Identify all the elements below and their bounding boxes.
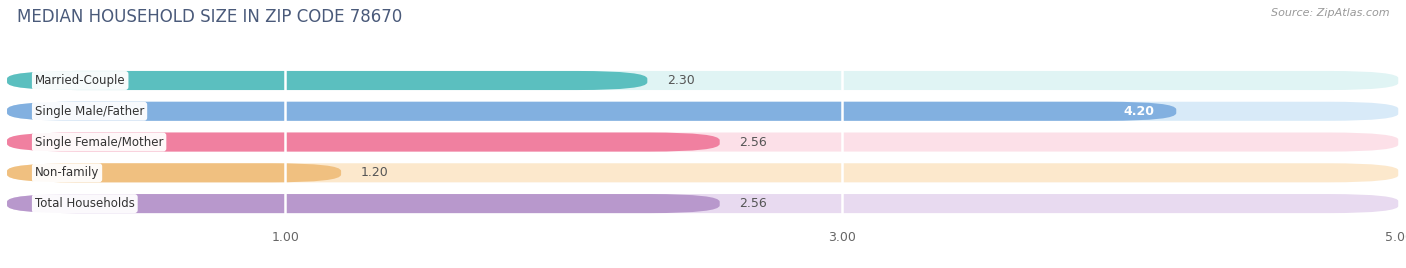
FancyBboxPatch shape <box>7 132 1399 152</box>
Text: 2.56: 2.56 <box>740 136 766 148</box>
FancyBboxPatch shape <box>7 71 1399 90</box>
Text: Single Male/Father: Single Male/Father <box>35 105 145 118</box>
Text: Total Households: Total Households <box>35 197 135 210</box>
FancyBboxPatch shape <box>7 194 1399 213</box>
Text: 1.20: 1.20 <box>360 166 388 179</box>
Text: 4.20: 4.20 <box>1123 105 1154 118</box>
FancyBboxPatch shape <box>7 71 647 90</box>
Text: 2.56: 2.56 <box>740 197 766 210</box>
FancyBboxPatch shape <box>7 102 1177 121</box>
Text: Non-family: Non-family <box>35 166 100 179</box>
Text: Married-Couple: Married-Couple <box>35 74 125 87</box>
FancyBboxPatch shape <box>7 102 1399 121</box>
Text: MEDIAN HOUSEHOLD SIZE IN ZIP CODE 78670: MEDIAN HOUSEHOLD SIZE IN ZIP CODE 78670 <box>17 8 402 26</box>
FancyBboxPatch shape <box>7 132 720 152</box>
Text: 2.30: 2.30 <box>666 74 695 87</box>
FancyBboxPatch shape <box>7 163 1399 182</box>
Text: Single Female/Mother: Single Female/Mother <box>35 136 163 148</box>
Text: Source: ZipAtlas.com: Source: ZipAtlas.com <box>1271 8 1389 18</box>
FancyBboxPatch shape <box>7 194 720 213</box>
FancyBboxPatch shape <box>7 163 342 182</box>
